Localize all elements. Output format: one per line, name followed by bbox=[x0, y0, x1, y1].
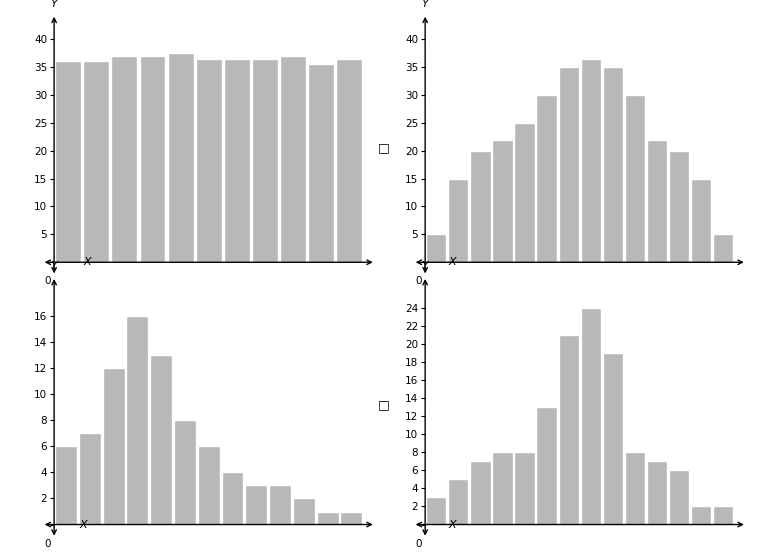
Bar bbox=[336, 59, 363, 262]
Bar bbox=[581, 308, 601, 525]
Bar bbox=[448, 479, 468, 525]
Bar bbox=[79, 434, 100, 525]
Text: X: X bbox=[448, 519, 456, 530]
Bar bbox=[103, 368, 124, 525]
Bar bbox=[308, 64, 334, 262]
Bar bbox=[252, 59, 278, 262]
Bar bbox=[174, 420, 196, 525]
Text: 0: 0 bbox=[45, 276, 51, 286]
Bar bbox=[55, 61, 81, 262]
Text: □: □ bbox=[378, 141, 390, 155]
Text: Y: Y bbox=[51, 0, 57, 9]
Bar bbox=[581, 59, 601, 262]
Text: X: X bbox=[448, 257, 456, 267]
Bar bbox=[603, 353, 623, 525]
Bar bbox=[55, 446, 77, 525]
Bar bbox=[111, 56, 138, 262]
Bar bbox=[317, 512, 339, 525]
Text: Y: Y bbox=[422, 0, 428, 9]
Text: Y: Y bbox=[51, 261, 57, 271]
Bar bbox=[691, 179, 711, 262]
Text: 0: 0 bbox=[416, 276, 422, 286]
Bar bbox=[448, 179, 468, 262]
Bar bbox=[280, 56, 306, 262]
Bar bbox=[140, 56, 165, 262]
Text: Y: Y bbox=[422, 261, 428, 271]
Bar bbox=[269, 485, 291, 525]
Bar bbox=[470, 151, 491, 262]
Bar bbox=[196, 59, 222, 262]
Text: 0: 0 bbox=[416, 538, 422, 549]
Text: □: □ bbox=[378, 398, 390, 411]
Text: X: X bbox=[84, 257, 91, 267]
Bar bbox=[426, 498, 446, 525]
Bar bbox=[691, 507, 711, 525]
Bar bbox=[293, 498, 315, 525]
Bar bbox=[470, 461, 491, 525]
Bar bbox=[340, 512, 363, 525]
Bar bbox=[224, 59, 250, 262]
Bar bbox=[514, 453, 535, 525]
Bar bbox=[150, 355, 172, 525]
Bar bbox=[127, 316, 148, 525]
Bar bbox=[426, 234, 446, 262]
Bar bbox=[222, 473, 243, 525]
Bar bbox=[603, 67, 623, 262]
Bar bbox=[245, 485, 267, 525]
Bar bbox=[492, 453, 512, 525]
Bar bbox=[514, 123, 535, 262]
Bar bbox=[647, 140, 667, 262]
Text: 0: 0 bbox=[45, 538, 51, 549]
Bar bbox=[559, 67, 579, 262]
Text: X: X bbox=[80, 519, 87, 530]
Bar bbox=[83, 61, 109, 262]
Bar bbox=[669, 470, 690, 525]
Bar bbox=[625, 453, 645, 525]
Bar bbox=[492, 140, 512, 262]
Bar bbox=[669, 151, 690, 262]
Bar bbox=[713, 234, 734, 262]
Bar bbox=[536, 407, 557, 525]
Bar bbox=[713, 507, 734, 525]
Bar bbox=[625, 95, 645, 262]
Bar bbox=[198, 446, 220, 525]
Bar bbox=[647, 461, 667, 525]
Bar bbox=[559, 335, 579, 525]
Bar bbox=[536, 95, 557, 262]
Bar bbox=[168, 53, 193, 262]
